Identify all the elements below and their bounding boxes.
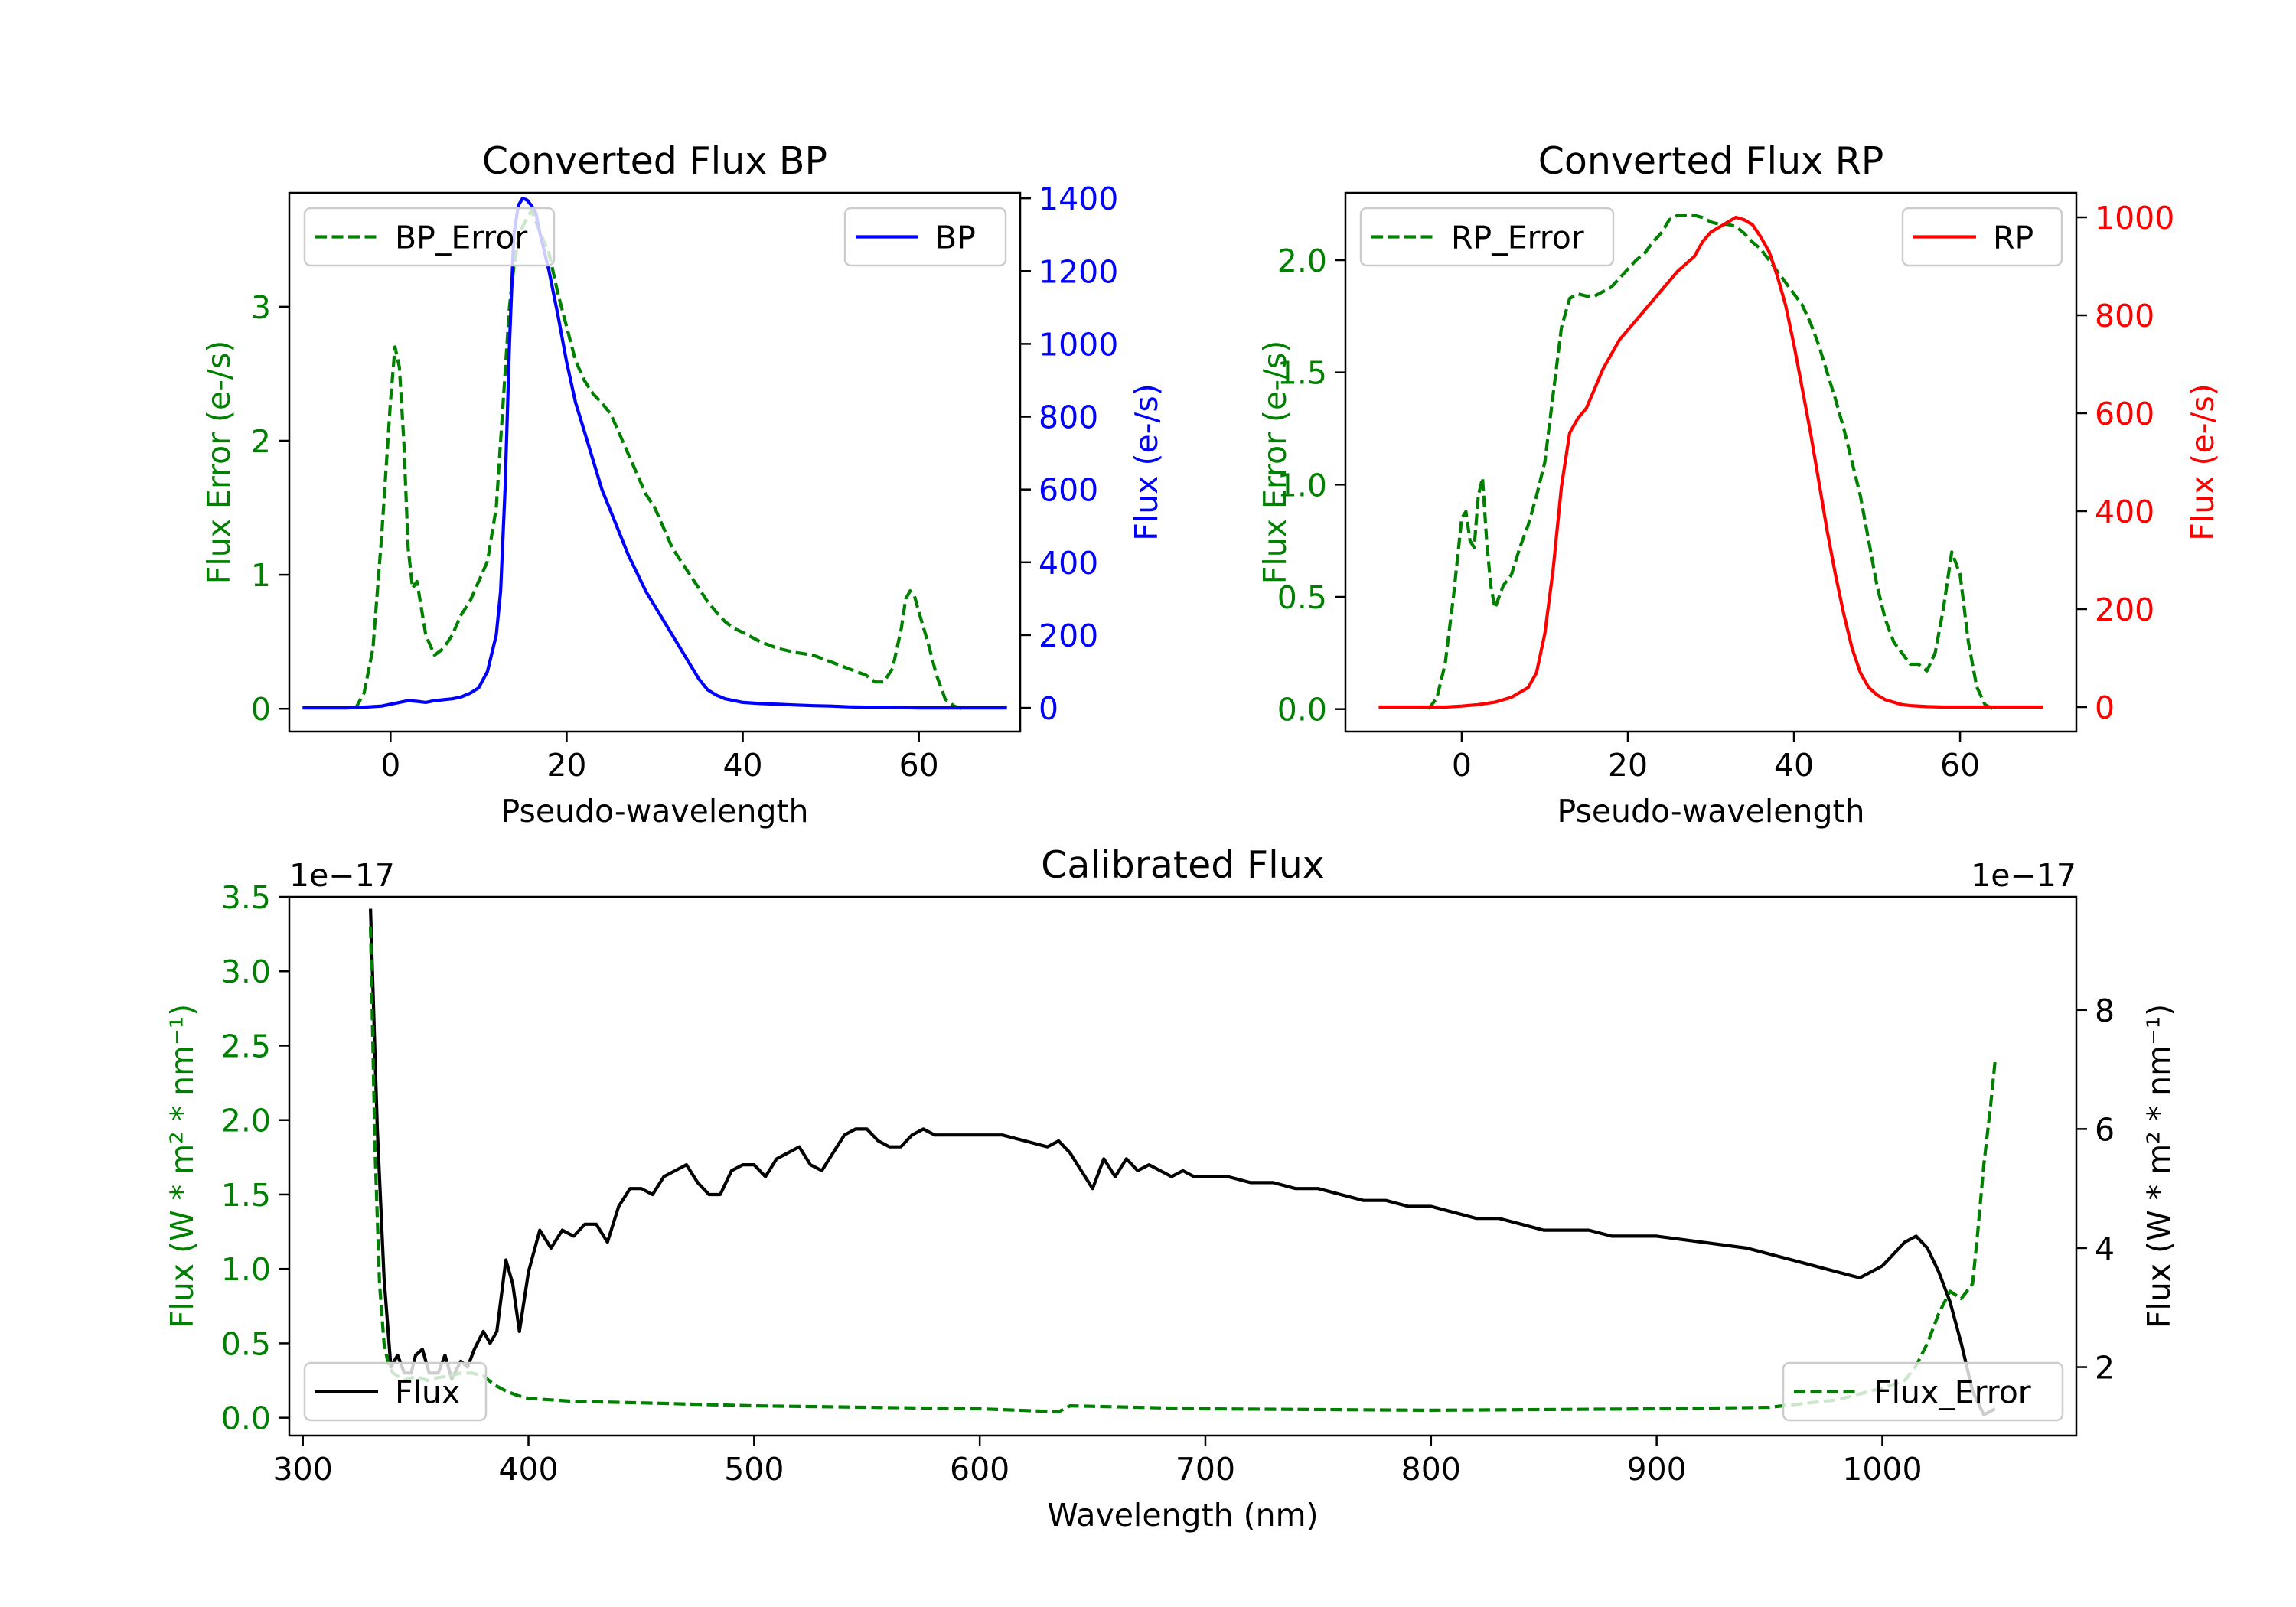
x-tick-label: 900	[1626, 1451, 1686, 1488]
y-right-axis-label: Flux (W * m² * nm⁻¹)	[2141, 1004, 2177, 1328]
y-left-tick-label: 2.0	[221, 1103, 271, 1139]
x-axis-label: Wavelength (nm)	[1047, 1497, 1318, 1534]
y-right-tick-label: 1400	[1039, 181, 1118, 217]
legend-label: Flux_Error	[1874, 1374, 2031, 1411]
legend-label: BP_Error	[395, 220, 527, 256]
y-left-tick-label: 1	[251, 557, 271, 594]
y-right-axis-label: Flux (e-/s)	[2184, 383, 2221, 540]
x-tick-label: 800	[1401, 1451, 1461, 1488]
y-right-tick-label: 8	[2095, 993, 2115, 1029]
x-tick-label: 700	[1176, 1451, 1235, 1488]
y-right-tick-label: 400	[2095, 494, 2154, 530]
y-left-tick-label: 2.5	[221, 1028, 271, 1064]
y-right-tick-label: 1000	[1039, 326, 1118, 363]
plot-frame	[288, 895, 2078, 1437]
y-left-tick-label: 1.5	[1277, 355, 1327, 392]
y-right-tick-label: 800	[1039, 399, 1098, 436]
y-left-tick-label: 0.5	[1277, 579, 1327, 616]
y-right-tick-label: 1200	[1039, 253, 1118, 290]
series-bp-line	[302, 197, 1007, 710]
chart-rp: 0 20 40 60 0.0 0.5 1.0 1.5 2.0 0 200 400 600 800 1000 C…	[1257, 139, 2221, 830]
series-rp-error-line	[1427, 214, 1994, 711]
y-right-axis-label: Flux (e-/s)	[1128, 383, 1165, 540]
y-right-tick-label: 600	[2095, 396, 2154, 432]
chart-title: Calibrated Flux	[1041, 843, 1325, 887]
y-right-tick-label: 6	[2095, 1111, 2115, 1148]
legend-flux-error: Flux_Error	[1782, 1361, 2064, 1422]
y-right-tick-label: 0	[2095, 689, 2115, 726]
chart-title: Converted Flux RP	[1538, 139, 1884, 183]
series-flux-error-line	[369, 926, 1997, 1413]
y-left-tick-label: 0.0	[221, 1400, 271, 1437]
legend-label: BP	[935, 220, 976, 256]
y-left-tick-label: 2.0	[1277, 243, 1327, 279]
legend-box	[1359, 207, 1615, 267]
y-left-axis-label: Flux Error (e-/s)	[201, 341, 237, 584]
x-tick-label: 0	[380, 747, 400, 784]
y-right-tick-label: 600	[1039, 472, 1098, 509]
y-left-tick-label: 0.5	[221, 1325, 271, 1362]
y-left-tick-label: 2	[251, 423, 271, 460]
y-right-tick-label: 4	[2095, 1231, 2115, 1267]
y-right-tick-label: 200	[1039, 618, 1098, 654]
y-right-tick-label: 0	[1039, 690, 1058, 727]
y-right-tick-label: 200	[2095, 592, 2154, 628]
legend-bp-error: BP_Error	[303, 207, 556, 267]
x-tick-label: 60	[899, 747, 939, 784]
y-left-offset-label: 1e−17	[289, 857, 395, 894]
legend-rp-error: RP_Error	[1359, 207, 1615, 267]
series-flux-line	[369, 908, 1996, 1416]
y-left-tick-label: 1.5	[221, 1177, 271, 1214]
y-left-axis-label: Flux (W * m² * nm⁻¹)	[164, 1004, 201, 1328]
legend-box	[303, 207, 556, 267]
legend-box	[1901, 207, 2063, 267]
legend-box	[303, 1361, 488, 1422]
y-left-tick-label: 3.5	[221, 879, 271, 916]
x-tick-label: 60	[1940, 747, 1980, 784]
y-right-tick-label: 800	[2095, 298, 2154, 334]
chart-cal: 300 400 500 600 700 800 900 1000 0.0 0.5 1.0 1.5 2.0…	[164, 843, 2177, 1534]
y-left-tick-label: 1.0	[221, 1251, 271, 1288]
legend-flux: Flux	[303, 1361, 488, 1422]
plot-frame	[1344, 191, 2078, 733]
x-tick-label: 400	[498, 1451, 558, 1488]
series-rp-line	[1378, 215, 2043, 709]
chart-bp: 0 20 40 6001230200400600800100012001400Conv…	[201, 139, 1165, 830]
y-left-tick-label: 0.0	[1277, 692, 1327, 729]
x-axis-label: Pseudo-wavelength	[1557, 793, 1864, 830]
y-right-offset-label: 1e−17	[1971, 857, 2076, 894]
plot-frame	[288, 191, 1022, 733]
y-left-axis-label: Flux Error (e-/s)	[1257, 341, 1293, 584]
x-tick-label: 20	[546, 747, 586, 784]
legend-box	[843, 207, 1007, 267]
x-tick-label: 40	[722, 747, 762, 784]
y-left-tick-label: 0	[251, 691, 271, 728]
legend-box	[1782, 1361, 2064, 1422]
x-tick-label: 20	[1608, 747, 1648, 784]
y-left-tick-label: 3	[251, 289, 271, 326]
x-tick-label: 600	[950, 1451, 1009, 1488]
y-right-tick-label: 400	[1039, 545, 1098, 582]
legend-label: RP_Error	[1451, 220, 1584, 256]
x-tick-label: 40	[1774, 747, 1814, 784]
chart-title: Converted Flux BP	[482, 139, 827, 183]
x-tick-label: 500	[724, 1451, 784, 1488]
y-right-tick-label: 2	[2095, 1350, 2115, 1387]
series-bp-error-line	[354, 208, 964, 711]
x-tick-label: 300	[273, 1451, 333, 1488]
x-tick-label: 1000	[1842, 1451, 1922, 1488]
legend-label: RP	[1993, 220, 2033, 256]
y-left-tick-label: 1.0	[1277, 467, 1327, 504]
legend-label: Flux	[395, 1374, 460, 1411]
x-tick-label: 0	[1452, 747, 1472, 784]
legend-rp: RP	[1901, 207, 2063, 267]
legend-bp: BP	[843, 207, 1007, 267]
x-axis-label: Pseudo-wavelength	[501, 793, 808, 830]
y-right-tick-label: 1000	[2095, 200, 2174, 236]
y-left-tick-label: 3.0	[221, 953, 271, 990]
